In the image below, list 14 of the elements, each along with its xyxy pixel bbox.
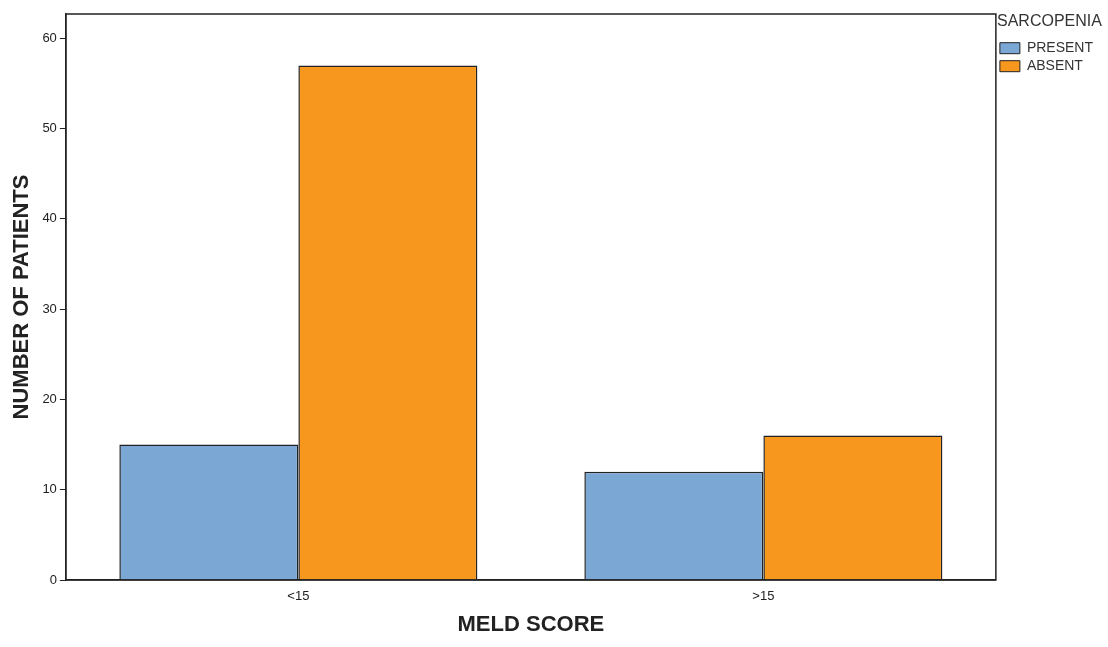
legend-title: SARCOPENIA: [996, 12, 1103, 30]
legend-label: ABSENT: [1026, 57, 1084, 74]
x-tick-label: <15: [287, 588, 310, 604]
legend-label: PRESENT: [1026, 39, 1094, 56]
y-tick-label: 20: [42, 391, 57, 407]
y-axis-title: NUMBER OF PATIENTS: [8, 174, 34, 420]
y-tick-label: 60: [42, 29, 57, 45]
y-tick-label: 50: [42, 120, 57, 136]
y-tick-label: 30: [42, 300, 57, 316]
x-tick-label: >15: [752, 588, 775, 604]
x-axis-title: MELD SCORE: [457, 610, 605, 636]
y-tick-label: 40: [42, 210, 57, 226]
y-tick-label: 0: [49, 571, 57, 587]
y-tick-label: 10: [42, 481, 57, 497]
